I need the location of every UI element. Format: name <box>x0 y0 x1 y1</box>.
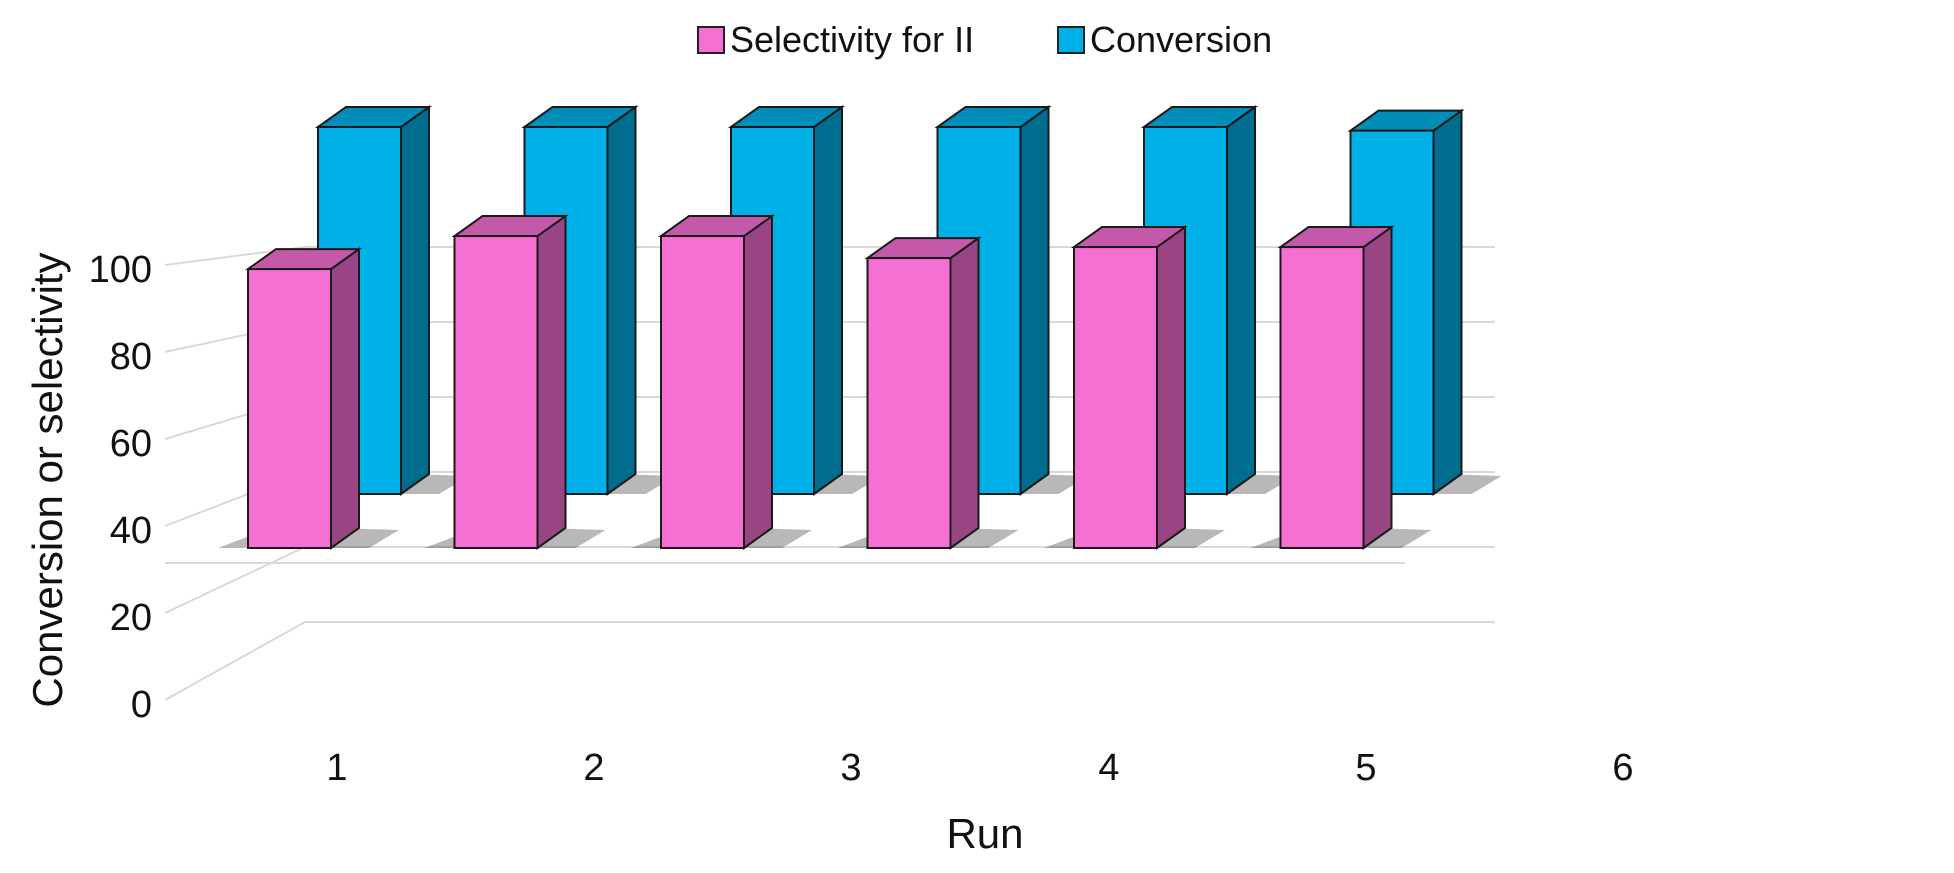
selectivity-bar <box>1250 225 1432 550</box>
x-axis-ticks: 1 2 3 4 5 6 <box>326 747 1633 789</box>
bar-front-face <box>866 257 952 549</box>
y-tick-label: 100 <box>89 249 152 291</box>
bar-side-face <box>743 214 773 550</box>
y-tick-label: 40 <box>110 510 152 552</box>
bar-side-face <box>1226 105 1256 496</box>
x-tick-label: 4 <box>1098 747 1119 789</box>
bar-side-face <box>400 105 430 496</box>
gridline <box>164 621 1495 701</box>
x-tick-label: 5 <box>1355 747 1376 789</box>
x-tick-label: 1 <box>326 747 347 789</box>
y-tick-label: 60 <box>110 423 152 465</box>
y-tick-label: 20 <box>110 597 152 639</box>
y-axis-title: Conversion or selectivity <box>24 252 71 707</box>
y-tick-label: 0 <box>131 684 152 726</box>
x-tick-label: 3 <box>840 747 861 789</box>
bar-side-face <box>1156 225 1186 550</box>
bar-side-face <box>1432 108 1463 496</box>
x-tick-label: 6 <box>1612 747 1633 789</box>
y-axis-ticks: 0 20 40 60 80 100 <box>89 249 152 726</box>
selectivity-bar <box>218 247 399 550</box>
bar-side-face <box>813 105 843 496</box>
bar-side-face <box>1019 105 1050 496</box>
legend: Selectivity for II Conversion <box>697 19 1272 60</box>
selectivity-bar <box>631 214 812 550</box>
bar-side-face <box>949 236 980 550</box>
selectivity-bar <box>1044 225 1225 550</box>
legend-item-conversion[interactable]: Conversion <box>1057 19 1272 60</box>
bar-front-face <box>1073 246 1158 549</box>
bar-side-face <box>1362 225 1393 550</box>
bar-front-face <box>453 235 539 550</box>
legend-swatch-selectivity <box>697 26 725 54</box>
bar-side-face <box>330 247 360 550</box>
legend-item-selectivity[interactable]: Selectivity for II <box>697 19 974 60</box>
x-tick-label: 2 <box>583 747 604 789</box>
selectivity-bar <box>424 214 606 550</box>
bar-front-face <box>247 268 332 549</box>
selectivity-bar <box>837 236 1019 550</box>
y-tick-label: 80 <box>110 336 152 378</box>
bar-front-face <box>660 235 745 550</box>
legend-swatch-conversion <box>1057 26 1085 54</box>
bar-front-face <box>1279 246 1365 549</box>
bar-side-face <box>536 214 567 550</box>
legend-label-selectivity: Selectivity for II <box>730 19 974 60</box>
x-axis-title: Run <box>946 810 1023 857</box>
selectivity-bars <box>218 214 1432 550</box>
bar-side-face <box>606 105 637 496</box>
legend-label-conversion: Conversion <box>1090 19 1272 60</box>
gridline <box>164 546 1495 614</box>
